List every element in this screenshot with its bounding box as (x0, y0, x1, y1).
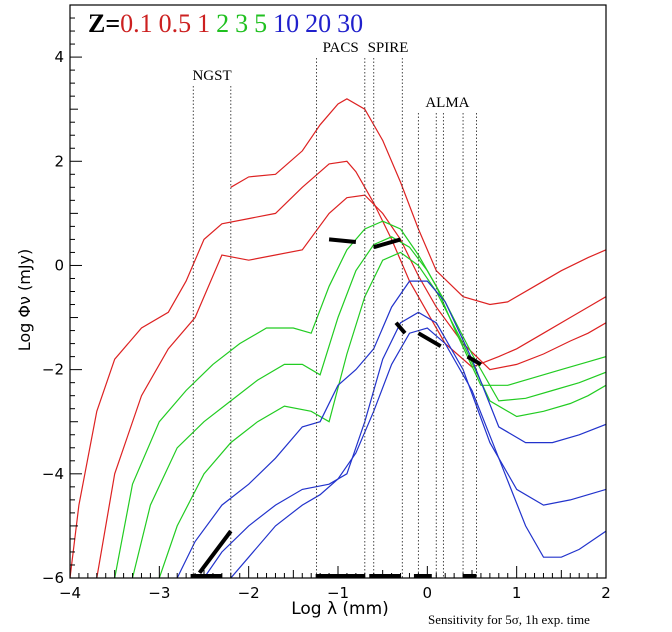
x-axis-label: Log λ (mm) (291, 599, 389, 619)
y-tick-label: 4 (54, 48, 64, 66)
legend-entry-z1: 1 (197, 9, 210, 38)
instrument-label-alma: ALMA (425, 95, 469, 111)
legend-entry-z3: 3 (235, 9, 248, 38)
y-tick-label: −4 (42, 465, 64, 483)
x-tick-label: 2 (601, 584, 611, 602)
x-tick-label: −3 (148, 584, 170, 602)
series-layer (70, 98, 606, 578)
legend-prefix: Z= (88, 9, 120, 38)
legend-entry-z5: 5 (254, 9, 267, 38)
y-tick-label: −2 (42, 361, 64, 379)
x-tick-label: −1 (327, 584, 349, 602)
sensitivity-layer (190, 237, 482, 578)
sensitivity-segment (466, 354, 482, 367)
x-tick-label: 1 (512, 584, 522, 602)
instrument-label-pacs: PACS (323, 40, 359, 56)
legend-entry-z0.1: 0.1 (120, 9, 153, 38)
sensitivity-segment (417, 331, 442, 348)
y-tick-label: 0 (54, 256, 64, 274)
legend-entry-z30: 30 (337, 9, 363, 38)
legend-entry-z10: 10 (273, 9, 299, 38)
instrument-layer: NGST PACS SPIRE ALMA (192, 40, 477, 578)
legend: Z=0.1 0.5 1 2 3 5 10 20 30 (88, 9, 363, 38)
series-line-z0.1 (230, 98, 606, 306)
legend-entry-z2: 2 (216, 9, 229, 38)
y-axis-label: Log Φν (mJy) (15, 249, 34, 352)
sensitivity-caption: Sensitivity for 5σ, 1h exp. time (428, 612, 590, 627)
legend-entry-z0.5: 0.5 (159, 9, 192, 38)
series-line-z0.5 (70, 160, 606, 578)
sensitivity-segment (373, 237, 402, 250)
sensitivity-segment (394, 321, 407, 335)
series-line-z10 (176, 280, 606, 578)
x-tick-label: −4 (59, 584, 81, 602)
instrument-label-spire: SPIRE (368, 40, 409, 56)
series-line-z2 (114, 220, 606, 578)
y-tick-label: −6 (42, 569, 64, 587)
legend-entry-z20: 20 (305, 9, 331, 38)
x-tick-label: −2 (238, 584, 260, 602)
sensitivity-segment (328, 237, 357, 245)
instrument-label-ngst: NGST (192, 68, 231, 84)
y-tick-label: 2 (54, 152, 64, 170)
x-tick-label: 0 (423, 584, 433, 602)
sensitivity-segment (197, 529, 233, 574)
series-line-z30 (230, 327, 606, 578)
series-line-z5 (158, 251, 606, 578)
series-line-z20 (203, 311, 606, 578)
series-line-z1 (96, 194, 606, 578)
